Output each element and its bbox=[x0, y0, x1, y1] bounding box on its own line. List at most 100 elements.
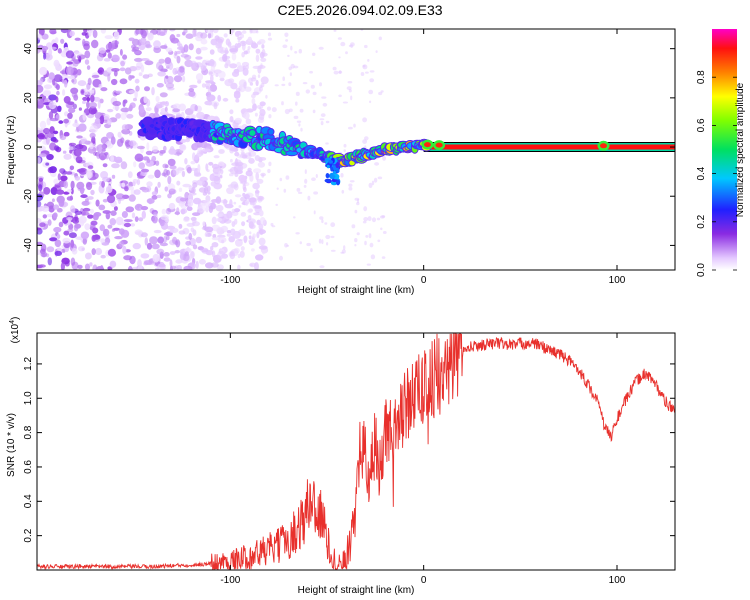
heatmap-noise-cell bbox=[122, 245, 127, 254]
heatmap-noise-cell bbox=[37, 200, 42, 208]
heatmap-noise-cell bbox=[90, 208, 94, 214]
heatmap-noise-cell bbox=[180, 139, 187, 143]
heatmap-noise-cell bbox=[89, 262, 93, 267]
heatmap-faint-cell bbox=[293, 115, 299, 119]
colorbar-tick-label: 0.6 bbox=[696, 118, 707, 132]
ridge-tail-cell bbox=[332, 173, 340, 180]
heatmap-noise-cell bbox=[159, 220, 165, 227]
heatmap-x-tick-label: 0 bbox=[421, 275, 427, 286]
heatmap-noise-cell bbox=[133, 161, 137, 168]
heatmap-noise-cell bbox=[204, 202, 211, 207]
heatmap-noise-cell bbox=[165, 47, 173, 53]
heatmap-noise-cell bbox=[99, 265, 104, 270]
heatmap-noise-cell bbox=[137, 175, 145, 180]
heatmap-noise-cell bbox=[155, 160, 160, 166]
heatmap-noise-cell bbox=[253, 205, 262, 209]
heatmap-noise-cell bbox=[201, 83, 206, 88]
heatmap-faint-cell bbox=[377, 239, 381, 243]
heatmap-noise-cell bbox=[86, 65, 91, 70]
heatmap-noise-cell bbox=[185, 33, 194, 39]
heatmap-noise-cell bbox=[250, 42, 259, 49]
heatmap-noise-cell bbox=[107, 248, 116, 257]
heatmap-noise-cell bbox=[243, 81, 247, 89]
heatmap-noise-cell bbox=[140, 64, 145, 73]
heatmap-noise-cell bbox=[81, 32, 88, 36]
heatmap-noise-cell bbox=[196, 111, 205, 119]
heatmap-noise-cell bbox=[155, 104, 163, 109]
heatmap-faint-cell bbox=[241, 30, 247, 34]
colorbar-label: Normalized spectral amplitude bbox=[735, 82, 746, 217]
heatmap-noise-cell bbox=[145, 107, 152, 112]
heatmap-faint-cell bbox=[342, 101, 348, 104]
heatmap-noise-cell bbox=[204, 232, 209, 237]
heatmap-faint-cell bbox=[340, 41, 346, 47]
heatmap-noise-cell bbox=[92, 29, 98, 39]
heatmap-noise-cell bbox=[240, 212, 247, 217]
heatmap-noise-cell bbox=[260, 57, 267, 63]
heatmap-noise-cell bbox=[73, 52, 83, 56]
heatmap-noise-cell bbox=[178, 230, 186, 235]
heatmap-noise-cell bbox=[139, 172, 144, 176]
heatmap-noise-cell bbox=[89, 132, 96, 139]
heatmap-noise-cell bbox=[68, 75, 75, 80]
heatmap-noise-cell bbox=[141, 30, 147, 39]
heatmap-faint-cell bbox=[248, 151, 251, 157]
heatmap-noise-cell bbox=[213, 175, 221, 185]
heatmap-noise-cell bbox=[228, 236, 235, 243]
heatmap-noise-cell bbox=[102, 176, 110, 182]
heatmap-noise-cell bbox=[81, 247, 85, 251]
heatmap-noise-cell bbox=[234, 218, 238, 225]
heatmap-noise-cell bbox=[120, 161, 128, 170]
heatmap-noise-cell bbox=[91, 74, 100, 78]
heatmap-noise-cell bbox=[101, 180, 105, 188]
heatmap-noise-cell bbox=[71, 248, 78, 255]
heatmap-faint-cell bbox=[240, 246, 245, 251]
heatmap-x-ticks: -100 0 100 bbox=[220, 29, 626, 286]
heatmap-noise-cell bbox=[74, 175, 81, 181]
heatmap-noise-cell bbox=[258, 245, 268, 250]
heatmap-noise-cell bbox=[260, 76, 269, 85]
heatmap-noise-cell bbox=[86, 182, 93, 190]
heatmap-faint-cell bbox=[382, 156, 386, 161]
heatmap-noise-cell bbox=[153, 40, 161, 49]
heatmap-noise-cell bbox=[256, 178, 264, 184]
heatmap-noise-cell bbox=[165, 235, 170, 241]
heatmap-noise-cell bbox=[226, 210, 233, 219]
heatmap-noise-cell bbox=[39, 78, 44, 85]
heatmap-noise-cell bbox=[44, 132, 48, 140]
heatmap-noise-cell bbox=[163, 29, 168, 33]
ridge-tail-cell bbox=[330, 174, 336, 179]
heatmap-noise-cell bbox=[133, 189, 141, 195]
heatmap-noise-cell bbox=[60, 38, 65, 44]
heatmap-noise-cell bbox=[195, 260, 199, 269]
heatmap-noise-cell bbox=[112, 54, 120, 63]
heatmap-noise-cell bbox=[54, 239, 62, 248]
colorbar-tick-label: 0.2 bbox=[696, 214, 707, 228]
heatmap-noise-cell bbox=[109, 218, 117, 226]
heatmap-noise-cell bbox=[210, 74, 214, 83]
heatmap-noise-cell bbox=[140, 37, 147, 45]
heatmap-noise-cell bbox=[226, 233, 231, 237]
heatmap-noise-cell bbox=[144, 60, 154, 66]
heatmap-noise-cell bbox=[107, 108, 114, 113]
heatmap-noise-cell bbox=[223, 50, 230, 54]
heatmap-noise-cell bbox=[111, 163, 120, 169]
heatmap-noise-cell bbox=[120, 107, 130, 113]
heatmap-noise-cell bbox=[118, 228, 125, 235]
heatmap-faint-cell bbox=[325, 234, 331, 240]
heatmap-noise-cell bbox=[114, 236, 123, 240]
heatmap-noise-cell bbox=[72, 59, 79, 67]
heatmap-faint-cell bbox=[321, 239, 324, 245]
heatmap-noise-cell bbox=[170, 265, 177, 269]
heatmap-noise-cell bbox=[157, 181, 161, 188]
heatmap-noise-cell bbox=[93, 212, 102, 217]
heatmap-noise-cell bbox=[113, 70, 118, 77]
heatmap-faint-cell bbox=[368, 89, 374, 95]
heatmap-noise-cell bbox=[52, 212, 58, 219]
heatmap-noise-cell bbox=[208, 161, 214, 166]
heatmap-noise-cell bbox=[114, 156, 123, 164]
heatmap-faint-cell bbox=[378, 91, 383, 96]
heatmap-noise-cell bbox=[179, 144, 187, 151]
heatmap-faint-cell bbox=[238, 239, 244, 241]
heatmap-noise-cell bbox=[219, 77, 225, 82]
